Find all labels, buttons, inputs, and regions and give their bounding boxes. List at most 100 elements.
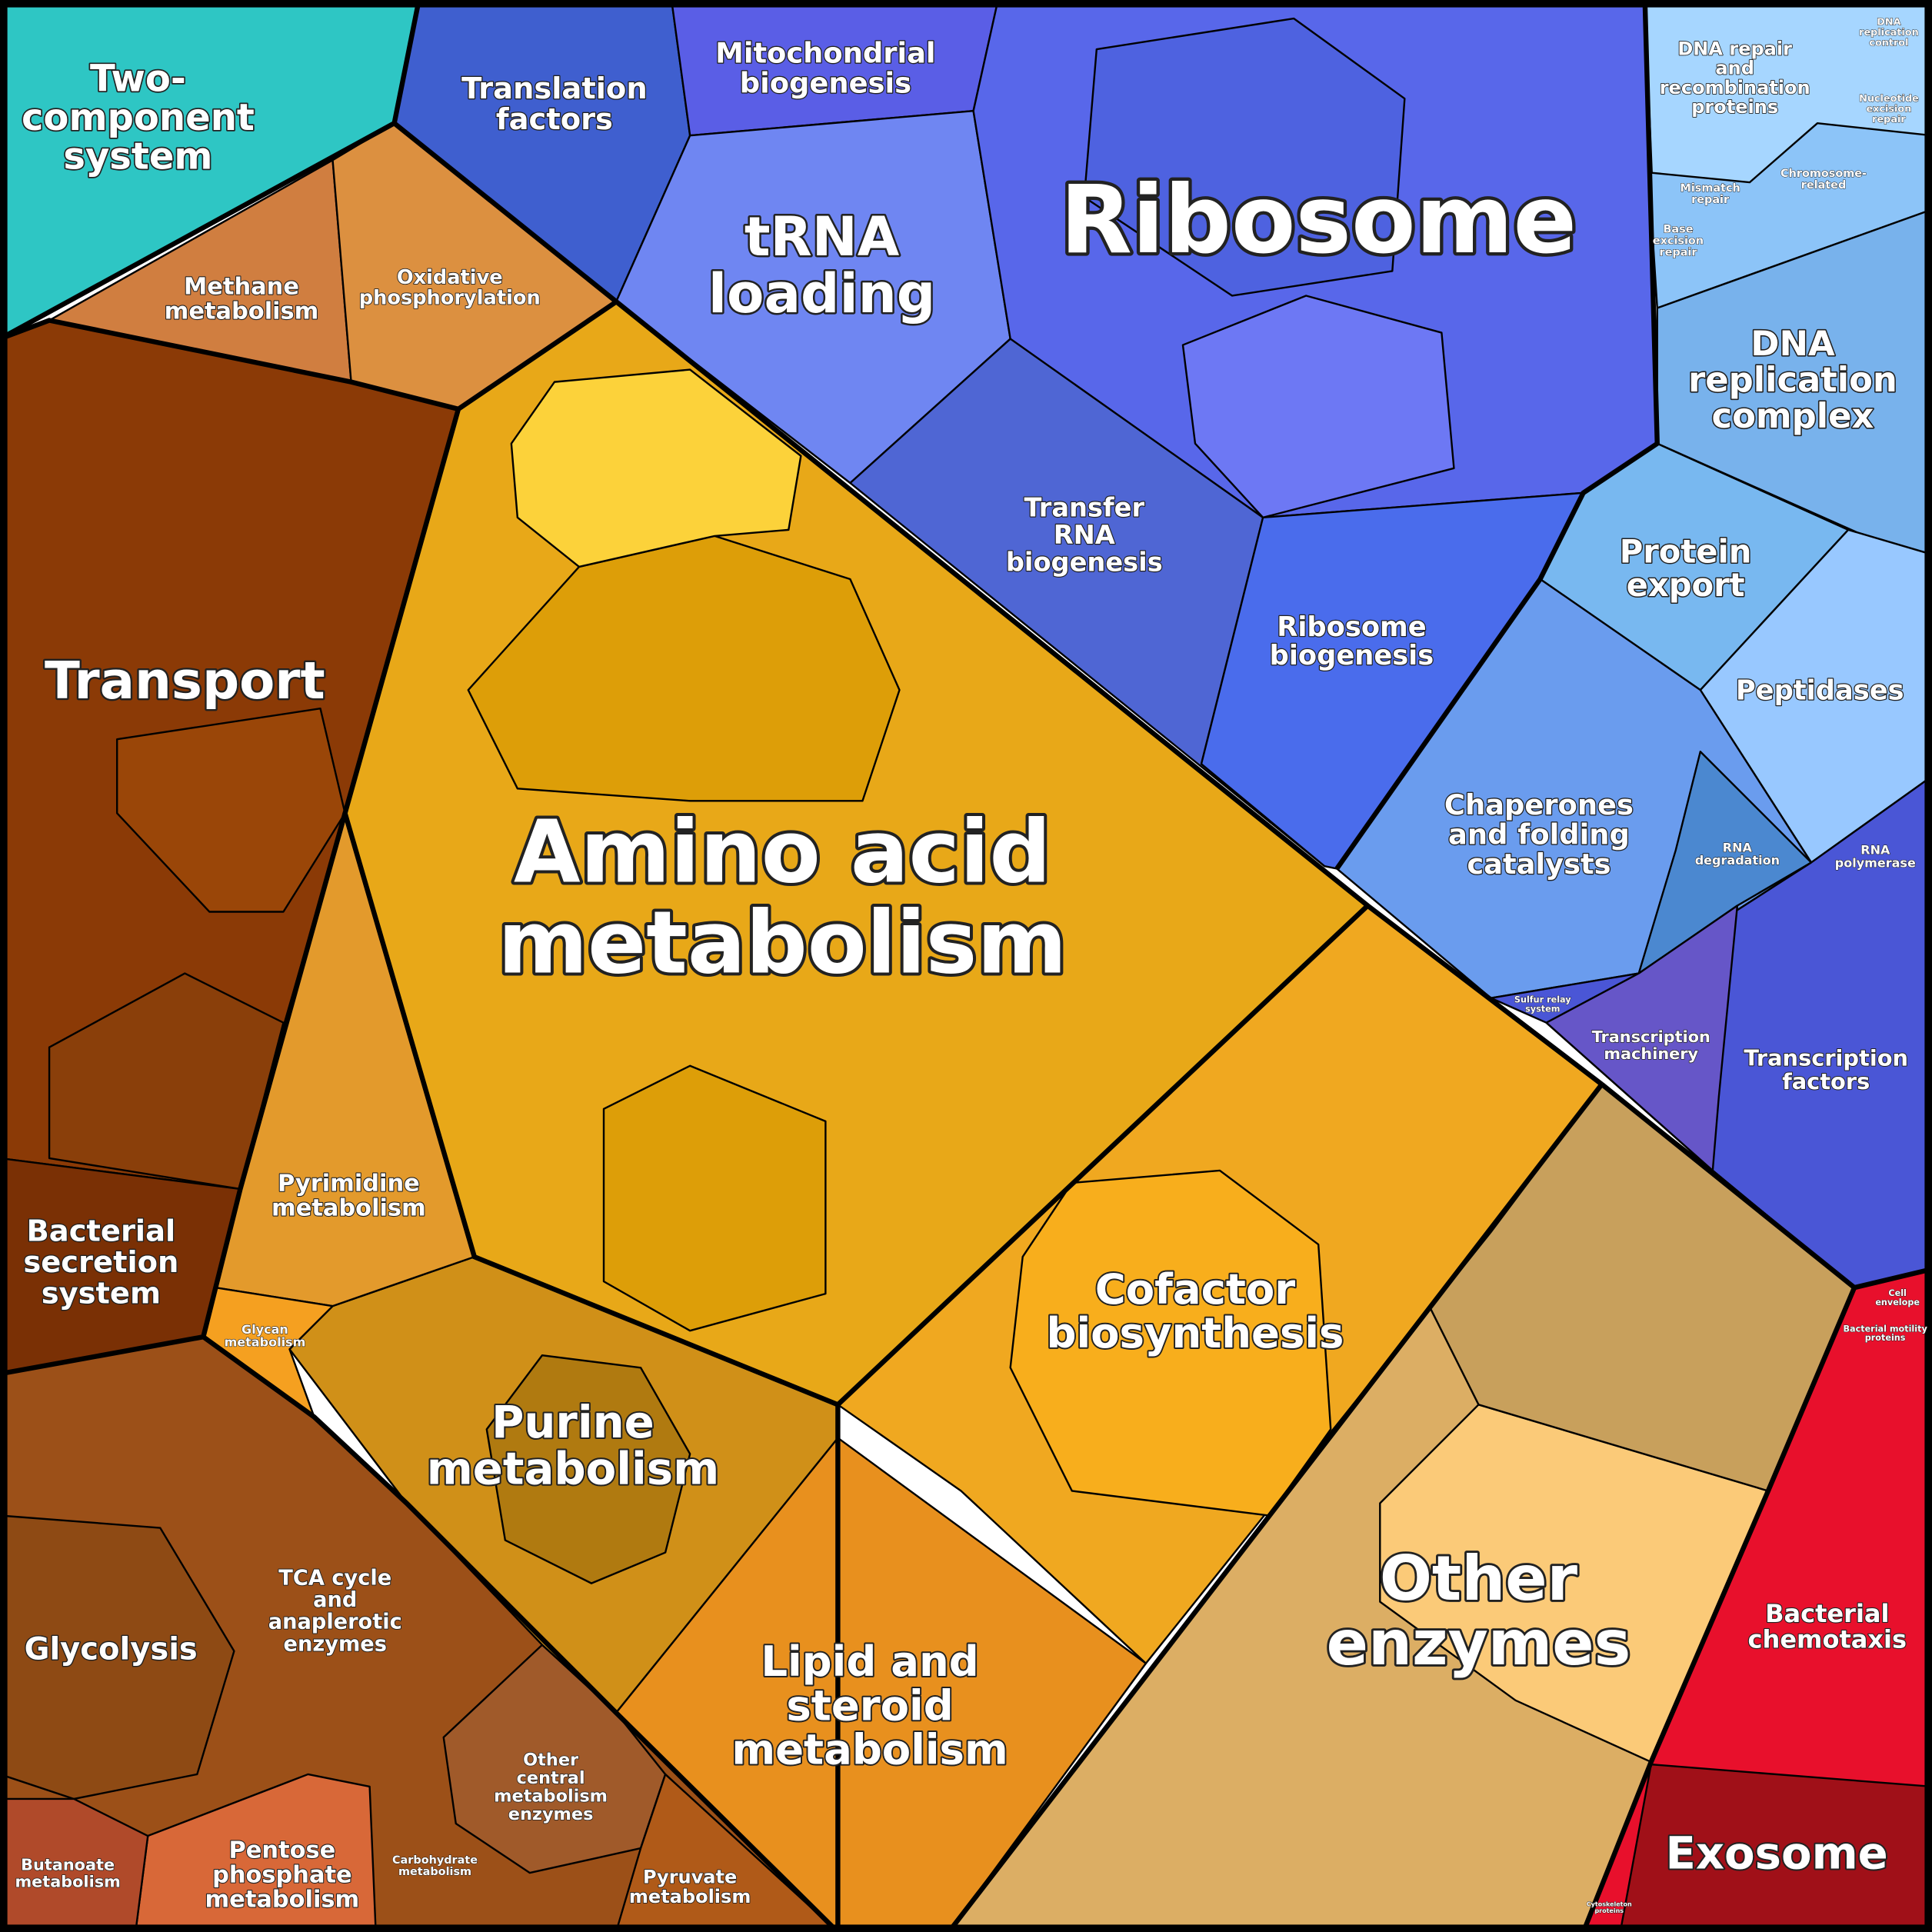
label-line: catalysts [1467, 848, 1611, 881]
region-label: TCA cycle and anaplerotic enzymes [268, 1567, 402, 1657]
label-line: Pyrimidine [278, 1171, 420, 1198]
label-line: metabolism [498, 893, 1067, 993]
region-label: Two-component system [22, 58, 255, 178]
label-line: biogenesis [1006, 547, 1163, 577]
region-label: Ribosome biogenesis [1270, 611, 1434, 671]
butanoate-cell [0, 1797, 149, 1932]
label-line: Purine [491, 1396, 655, 1448]
region-label: Glycolysis [25, 1632, 198, 1667]
label-line: Base [1663, 223, 1693, 235]
region-label: Bacterial motility proteins [1843, 1324, 1927, 1343]
label-line: Transcription [1744, 1045, 1908, 1071]
label-line: enzymes [508, 1804, 594, 1824]
region-label: Pentose phosphate metabolism [205, 1837, 359, 1913]
label-line: Pentose [228, 1837, 335, 1864]
region-label: Transfer RNA biogenesis [1006, 493, 1163, 578]
region-label: RNA degradation [1695, 840, 1780, 868]
label-line: Chromosome- [1780, 168, 1867, 180]
region-label: Pyrimidine metabolism [271, 1171, 426, 1222]
label-line: Butanoate [21, 1855, 115, 1874]
label-line: RNA [1723, 840, 1753, 854]
label-line: Transfer [1024, 493, 1145, 523]
region-label: Bacterial chemotaxis [1748, 1599, 1907, 1654]
label-line: phosphorylation [359, 287, 541, 310]
label-line: phosphate [212, 1861, 352, 1888]
label-line: Cofactor [1095, 1264, 1296, 1314]
amino-acid-inner-cell [602, 1064, 827, 1332]
label-line: Other [1380, 1543, 1578, 1614]
label-line: Two- [90, 58, 186, 101]
region-label: Transport [45, 651, 325, 711]
label-line: DNA [1750, 323, 1835, 364]
border [1334, 0, 1660, 871]
region-label: Ribosome [1060, 165, 1577, 275]
label-line: factors [1782, 1068, 1870, 1094]
label-line: system [1525, 1004, 1560, 1014]
label-line: Protein [1620, 532, 1752, 570]
label-line: biogenesis [740, 66, 911, 99]
label-line: proteins [1865, 1333, 1906, 1343]
region-label: Purine metabolism [427, 1396, 719, 1495]
label-line: Glycolysis [25, 1632, 198, 1667]
transport-inner-cell [115, 707, 346, 913]
label-line: metabolism [205, 1886, 359, 1913]
label-line: loading [708, 262, 935, 325]
label-line: Ribosome [1060, 165, 1577, 275]
label-line: excision [1653, 235, 1704, 247]
purine-inner-cell [485, 1354, 691, 1584]
label-line: machinery [1604, 1044, 1698, 1063]
region-label: Other central metabolism enzymes [494, 1750, 608, 1824]
region-label: Mismatch repair [1681, 182, 1740, 206]
region-label: RNA polymerase [1835, 843, 1916, 871]
label-line: excision [1867, 103, 1912, 115]
label-line: repair [1872, 114, 1906, 125]
region-label: Peptidases [1736, 675, 1904, 706]
pyruvate-cell [615, 1773, 839, 1932]
label-line: metabolism [225, 1335, 306, 1350]
border [947, 1082, 1604, 1932]
region-label: Mitochondrial biogenesis [715, 37, 935, 100]
label-line: Transport [45, 651, 325, 711]
label-line: polymerase [1835, 855, 1916, 870]
region-label: Lipid and steroid metabolism [731, 1637, 1008, 1774]
label-line: degradation [1695, 853, 1780, 868]
label-line: anaplerotic [268, 1611, 402, 1634]
label-line: RNA [1054, 520, 1115, 550]
label-line: enzymes [284, 1632, 387, 1656]
region-label: DNA replication complex [1688, 323, 1897, 436]
label-line: metabolism [165, 298, 319, 325]
region-label: DNA repair and recombination proteins [1660, 38, 1810, 118]
label-line: Other [523, 1750, 578, 1770]
label-line: Bacterial motility [1843, 1324, 1927, 1334]
label-line: replication [1688, 359, 1897, 400]
region-label: Butanoate metabolism [15, 1855, 120, 1890]
label-line: envelope [1875, 1297, 1920, 1307]
label-line: metabolism [427, 1443, 719, 1495]
label-line: metabolism [271, 1195, 426, 1222]
region-label: Transcription machinery [1592, 1028, 1710, 1063]
label-line: chemotaxis [1748, 1625, 1907, 1654]
label-line: biogenesis [1270, 640, 1434, 671]
label-line: replication [1859, 27, 1919, 38]
label-line: Exosome [1665, 1827, 1887, 1880]
label-line: Translation [461, 72, 648, 106]
label-line: recombination [1660, 77, 1810, 98]
label-line: DNA repair [1677, 38, 1792, 59]
label-line: Peptidases [1736, 675, 1904, 706]
region-label: Chaperones and folding catalysts [1444, 788, 1634, 881]
label-line: proteins [1691, 96, 1778, 118]
label-line: Glycan [242, 1322, 288, 1337]
label-line: Mismatch [1681, 182, 1740, 195]
label-line: Transcription [1592, 1028, 1710, 1046]
border [1581, 1286, 1857, 1932]
label-line: secretion [23, 1245, 178, 1280]
region-label: DNA replication control [1859, 17, 1919, 49]
label-line: Cytoskeleton [1587, 1901, 1632, 1908]
exosome-cell [1619, 1763, 1932, 1932]
labels: Two-component system Translation factors Mit… [15, 16, 1928, 1914]
